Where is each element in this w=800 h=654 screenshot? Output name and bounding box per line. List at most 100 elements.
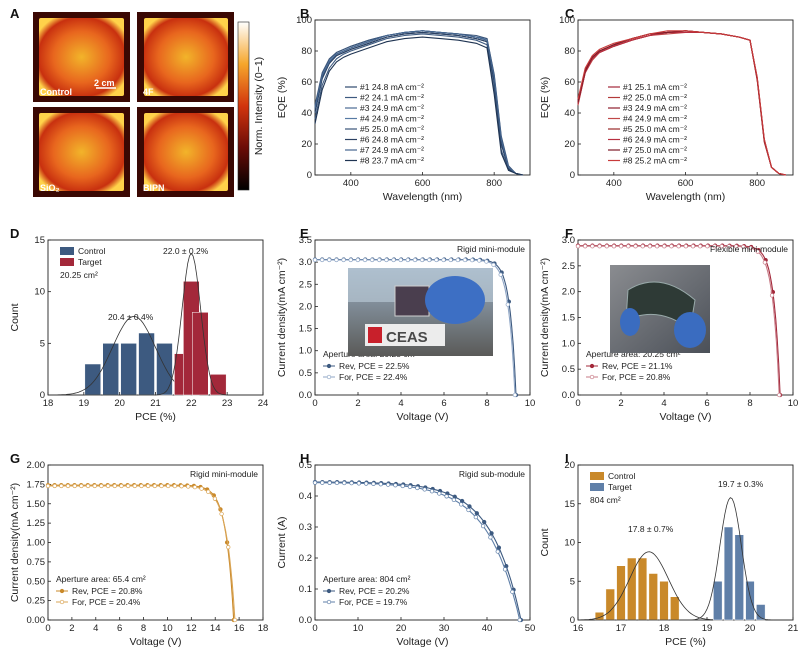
x-tick-label: 4 bbox=[398, 398, 403, 409]
jv-point-for bbox=[618, 244, 624, 249]
x-tick-label: 22 bbox=[186, 398, 197, 409]
jv-point-for bbox=[119, 483, 124, 489]
y-tick-label: 20 bbox=[564, 460, 575, 471]
x-tick-label: 400 bbox=[606, 178, 622, 189]
jv-point-for bbox=[378, 482, 383, 487]
jv-point-for bbox=[385, 482, 391, 487]
photo-label-bipn: BIPN bbox=[143, 183, 165, 193]
legend-entry: #8 23.7 mA cm⁻² bbox=[360, 156, 424, 166]
annotation-control: 20.4 ± 0.4% bbox=[108, 312, 154, 322]
y-tick-label: 2.00 bbox=[27, 460, 46, 471]
x-tick-label: 10 bbox=[353, 623, 364, 634]
jv-point-for bbox=[384, 257, 389, 263]
legend-target: Target bbox=[608, 482, 632, 492]
y-tick-label: 0.3 bbox=[299, 522, 312, 533]
jv-point-for bbox=[172, 483, 177, 489]
panel-i: 16 17 18 19 20 21 0 5 10 15 20 PCE (%) Count ControlT… bbox=[539, 460, 798, 648]
jv-point-for bbox=[444, 494, 449, 499]
jv-point-for bbox=[199, 486, 204, 491]
jv-point-for bbox=[145, 483, 151, 489]
y-axis-label: Current density(mA cm⁻²) bbox=[9, 483, 21, 602]
jv-point-for bbox=[206, 489, 211, 494]
x-tick-label: 8 bbox=[484, 398, 489, 409]
jv-point-for bbox=[356, 481, 362, 486]
jv-point-for bbox=[400, 483, 405, 489]
x-tick-label: 600 bbox=[678, 178, 694, 189]
legend-entry: For, PCE = 20.8% bbox=[602, 372, 671, 382]
jv-point-for bbox=[755, 249, 760, 254]
jv-point-for bbox=[633, 244, 638, 249]
jv-point-for bbox=[59, 483, 64, 489]
jv-point-for bbox=[505, 302, 510, 307]
y-axis-label: Current density(mA cm⁻²) bbox=[276, 258, 288, 377]
panel-letter-d: D bbox=[10, 226, 19, 241]
jv-point-for bbox=[669, 244, 674, 249]
legend-swatch-control bbox=[60, 247, 74, 255]
y-tick-label: 40 bbox=[301, 108, 312, 119]
jv-point-for bbox=[502, 567, 508, 572]
x-axis-label: PCE (%) bbox=[665, 636, 706, 648]
y-tick-label: 100 bbox=[559, 15, 575, 26]
annotation-target: 19.7 ± 0.3% bbox=[718, 479, 764, 489]
jv-point-for bbox=[654, 244, 660, 249]
y-tick-label: 3.5 bbox=[299, 235, 312, 246]
jv-point-for bbox=[362, 257, 368, 263]
jv-point-for bbox=[334, 257, 339, 263]
y-tick-label: 1.0 bbox=[562, 338, 575, 349]
jv-point-for bbox=[441, 257, 446, 263]
panel-letter-e: E bbox=[300, 226, 309, 241]
area-note: 804 cm² bbox=[590, 495, 621, 505]
gauss-fit-control bbox=[48, 316, 263, 396]
jv-point-for bbox=[85, 483, 91, 489]
x-tick-label: 10 bbox=[162, 623, 173, 634]
hist-bar-control bbox=[156, 343, 173, 396]
jv-point-for bbox=[640, 244, 645, 249]
jv-point-for bbox=[575, 244, 581, 249]
jv-point-for bbox=[480, 523, 486, 529]
panel-letter-a: A bbox=[10, 6, 20, 21]
jv-point-for bbox=[455, 257, 460, 263]
x-tick-label: 2 bbox=[69, 623, 74, 634]
legend-entry: Rev, PCE = 20.8% bbox=[72, 586, 143, 596]
panel-b: 400 600 800 0 20 40 60 80 100 Wavelength (nm) EQE … bbox=[276, 15, 531, 203]
legend-entry: #8 25.2 mA cm⁻² bbox=[623, 156, 687, 166]
jv-point-for bbox=[391, 257, 396, 263]
y-tick-label: 0.5 bbox=[562, 364, 575, 375]
y-tick-label: 40 bbox=[564, 108, 575, 119]
panel-g: 0 2 4 6 8 10 12 14 16 18 0.00 0.25 0.50 0.75 1.00 1.25 1… bbox=[9, 460, 268, 648]
x-tick-label: 20 bbox=[114, 398, 125, 409]
jv-point-for bbox=[777, 392, 782, 398]
x-tick-label: 14 bbox=[210, 623, 221, 634]
x-tick-label: 2 bbox=[355, 398, 360, 409]
jv-point-for bbox=[398, 257, 403, 263]
x-tick-label: 10 bbox=[525, 398, 536, 409]
photo-inset-e: CEAS bbox=[348, 268, 493, 356]
hist-bar-control bbox=[616, 565, 626, 621]
legend-entry: #7 24.9 mA cm⁻² bbox=[360, 145, 424, 155]
y-axis-label: Current density(mA cm⁻²) bbox=[539, 258, 551, 377]
legend-entry: #2 25.0 mA cm⁻² bbox=[623, 93, 687, 103]
y-tick-label: 3.0 bbox=[299, 257, 312, 268]
jv-point-for bbox=[466, 507, 471, 513]
jv-point-for bbox=[377, 257, 382, 263]
legend-entry: For, PCE = 20.4% bbox=[72, 597, 141, 607]
y-tick-label: 0.2 bbox=[299, 553, 312, 564]
jv-point-for bbox=[741, 244, 746, 249]
y-tick-label: 20 bbox=[301, 139, 312, 150]
jv-point-for bbox=[139, 483, 144, 489]
x-axis-label: Wavelength (nm) bbox=[646, 191, 726, 203]
legend-entry: #1 24.8 mA cm⁻² bbox=[360, 82, 424, 92]
y-tick-label: 2.5 bbox=[562, 261, 575, 272]
y-tick-label: 3.0 bbox=[562, 235, 575, 246]
legend-entry: #5 25.0 mA cm⁻² bbox=[360, 124, 424, 134]
y-tick-label: 1.50 bbox=[27, 499, 46, 510]
legend-entry: For, PCE = 22.4% bbox=[339, 372, 408, 382]
gauss-fit-target bbox=[48, 252, 263, 396]
hist-bar-target bbox=[713, 581, 723, 621]
jv-point-for bbox=[159, 483, 164, 489]
x-tick-label: 12 bbox=[186, 623, 197, 634]
photo-bipn: BIPN bbox=[137, 107, 234, 197]
ceas-sign: CEAS bbox=[386, 329, 428, 346]
jv-point-for bbox=[590, 244, 595, 249]
x-axis-label: Voltage (V) bbox=[397, 636, 449, 648]
